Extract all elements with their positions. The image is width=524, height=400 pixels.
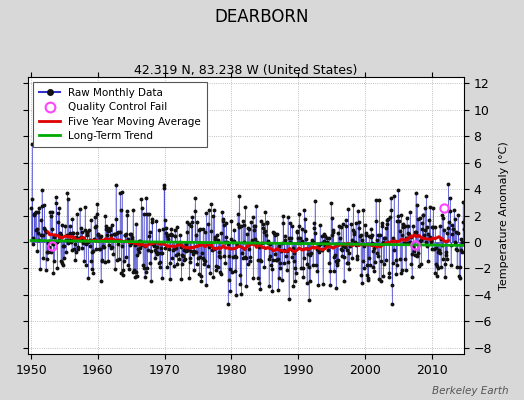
Y-axis label: Temperature Anomaly (°C): Temperature Anomaly (°C) xyxy=(499,141,509,290)
Title: 42.319 N, 83.238 W (United States): 42.319 N, 83.238 W (United States) xyxy=(134,64,357,77)
Legend: Raw Monthly Data, Quality Control Fail, Five Year Moving Average, Long-Term Tren: Raw Monthly Data, Quality Control Fail, … xyxy=(33,82,208,147)
Text: Berkeley Earth: Berkeley Earth xyxy=(432,386,508,396)
Text: DEARBORN: DEARBORN xyxy=(215,8,309,26)
